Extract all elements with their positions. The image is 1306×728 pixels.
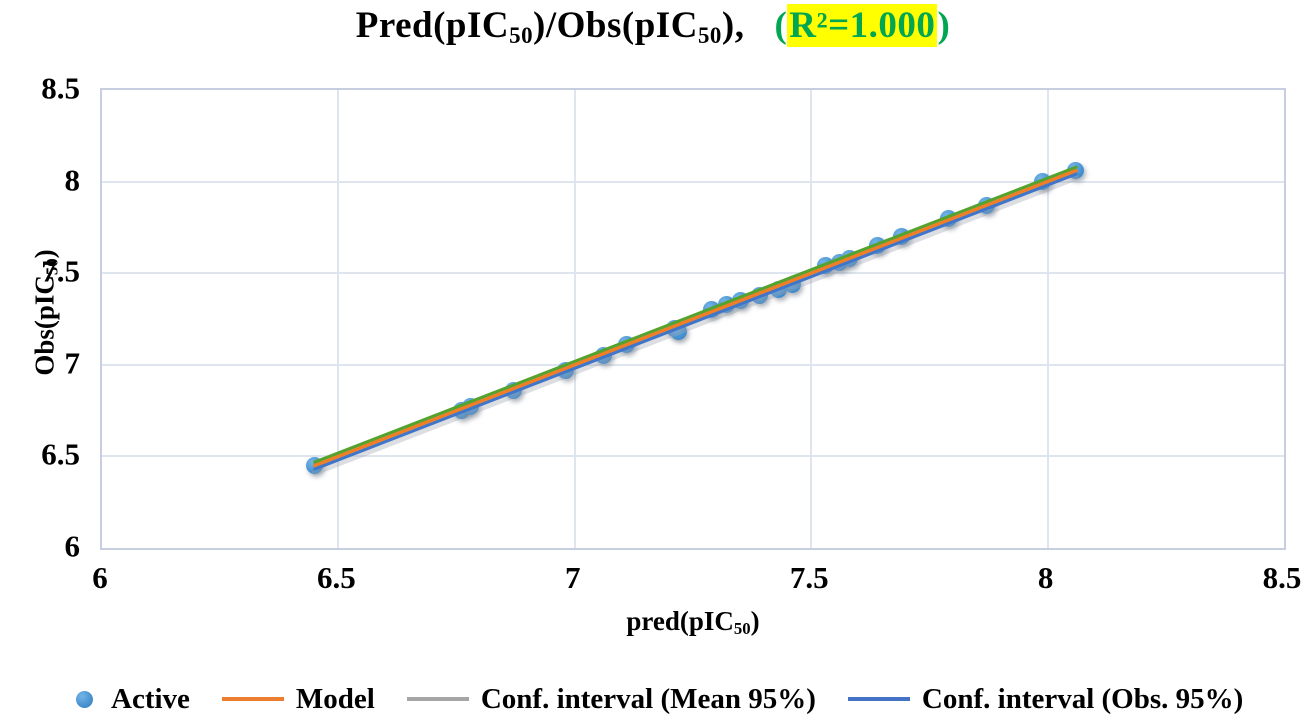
y-axis-title-subscript: 50 bbox=[42, 258, 62, 276]
r2-paren-open: ( bbox=[774, 5, 788, 46]
vertical-gridline bbox=[810, 90, 813, 548]
horizontal-gridline bbox=[102, 272, 1284, 275]
vertical-gridline bbox=[573, 90, 576, 548]
legend-item-active: Active bbox=[76, 683, 190, 716]
x-axis-title: pred(pIC50) bbox=[100, 606, 1286, 639]
horizontal-gridline bbox=[102, 455, 1284, 458]
x-tick-label: 6 bbox=[92, 560, 108, 595]
x-tick-label: 7 bbox=[565, 560, 581, 595]
conf-interval-mean-line bbox=[313, 165, 1078, 464]
chart-title: Pred(pIC50)/Obs(pIC50), (R²=1.000) bbox=[0, 4, 1306, 48]
legend-item-model: Model bbox=[221, 682, 375, 716]
line-shadow bbox=[311, 174, 1079, 476]
title-text: )/Obs(pIC bbox=[533, 5, 698, 46]
title-subscript: 50 bbox=[697, 22, 722, 48]
x-tick-label: 6.5 bbox=[317, 560, 356, 595]
legend-line-marker bbox=[847, 697, 910, 701]
legend-label: Model bbox=[295, 682, 375, 715]
legend-dot-marker bbox=[76, 690, 93, 708]
y-tick-label: 8 bbox=[64, 162, 81, 198]
y-tick-label: 6.5 bbox=[41, 436, 80, 472]
y-tick-label: 7.5 bbox=[41, 253, 80, 289]
y-tick-label: 8.5 bbox=[41, 70, 80, 106]
x-tick-label: 7.5 bbox=[789, 560, 829, 595]
r2-annotation: (R²=1.000) bbox=[774, 4, 951, 47]
legend-label: Active bbox=[111, 682, 190, 715]
x-axis-title-text: ) bbox=[750, 606, 760, 636]
legend-label: Conf. interval (Obs. 95%) bbox=[921, 682, 1244, 715]
y-axis-title-text: Obs(pIC bbox=[29, 275, 60, 376]
x-axis-ticks: 6 6.5 7 7.5 8 8.5 bbox=[92, 560, 1301, 602]
r2-value: R²=1.000 bbox=[787, 4, 938, 47]
plot-area bbox=[100, 88, 1286, 550]
legend: Active Model Conf. interval (Mean 95%) Conf… bbox=[76, 676, 1306, 722]
regression-lines bbox=[311, 165, 1079, 476]
horizontal-gridline bbox=[102, 363, 1284, 366]
legend-line-marker bbox=[406, 697, 469, 701]
x-tick-label: 8.5 bbox=[1262, 560, 1302, 595]
title-text: Pred(pIC bbox=[355, 5, 510, 46]
title-text: ), bbox=[721, 5, 745, 46]
legend-line-marker bbox=[221, 697, 284, 701]
y-tick-label: 6 bbox=[64, 528, 81, 564]
legend-item-conf-interval-obs-95: Conf. interval (Obs. 95%) bbox=[847, 682, 1244, 716]
y-axis-title-text: ) bbox=[29, 249, 60, 259]
legend-item-conf-interval-mean-95: Conf. interval (Mean 95%) bbox=[406, 682, 816, 716]
y-axis-ticks: 6 6.5 7 7.5 8 8.5 bbox=[0, 73, 81, 562]
x-axis-title-subscript: 50 bbox=[733, 619, 751, 639]
x-tick-label: 8 bbox=[1037, 560, 1054, 595]
vertical-gridline bbox=[1046, 90, 1049, 548]
y-axis-title: Obs(pIC50) bbox=[29, 213, 62, 413]
r2-paren-close: ) bbox=[937, 5, 951, 46]
conf-interval-obs-line bbox=[313, 172, 1078, 471]
x-axis-title-text: pred(pIC bbox=[626, 606, 734, 636]
title-subscript: 50 bbox=[509, 22, 534, 48]
horizontal-gridline bbox=[102, 180, 1284, 183]
legend-label: Conf. interval (Mean 95%) bbox=[480, 682, 816, 715]
model-line bbox=[313, 168, 1078, 468]
y-tick-label: 7 bbox=[64, 345, 81, 381]
vertical-gridline bbox=[337, 90, 340, 548]
